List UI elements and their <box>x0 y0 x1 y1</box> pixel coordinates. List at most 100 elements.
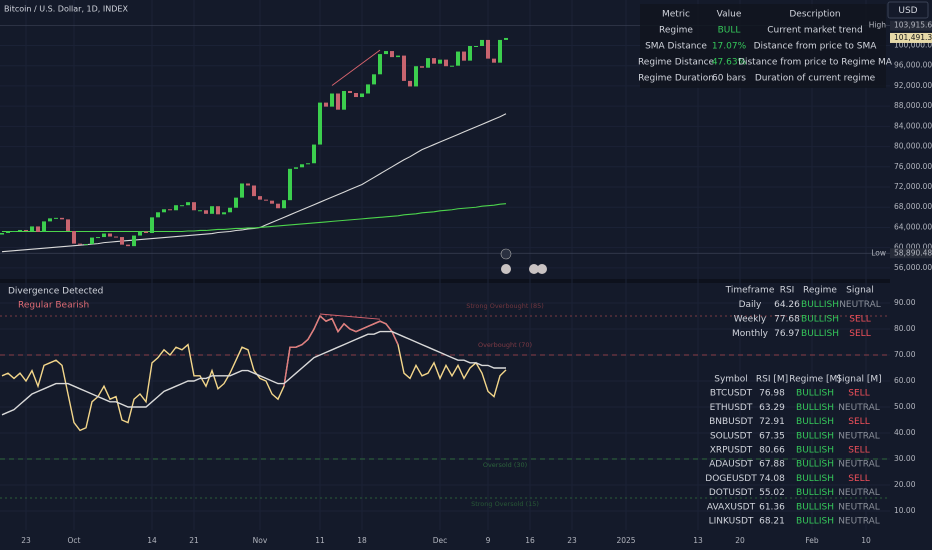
y-tick-label: 60,000.00 <box>894 243 932 252</box>
candle <box>336 93 340 110</box>
candle <box>144 231 148 234</box>
table-cell: ETHUSDT <box>710 403 753 413</box>
table-cell: BULLISH <box>796 431 834 441</box>
currency-box[interactable] <box>887 1 929 19</box>
table-cell: 67.35 <box>759 431 785 441</box>
y-tick-label: 84,000.00 <box>894 121 932 130</box>
table-header: Signal [M] <box>836 375 881 385</box>
table-cell: AVAXUSDT <box>707 502 756 512</box>
y-tick-label: 40.00 <box>894 428 916 437</box>
table-cell: SELL <box>848 389 869 399</box>
y-tick-label: 90.00 <box>894 298 916 307</box>
candle <box>0 233 4 235</box>
event-icon[interactable] <box>529 264 539 274</box>
divergence-line <box>331 49 381 86</box>
level-label: Oversold (30) <box>483 461 527 469</box>
candle <box>60 217 64 220</box>
table-cell: SELL <box>848 474 869 484</box>
table-header: Description <box>789 10 840 20</box>
candle <box>210 206 214 214</box>
y-tick-label: 70.00 <box>894 350 916 359</box>
candle <box>312 144 316 164</box>
table-cell: BULLISH <box>796 417 834 427</box>
metrics-table-bg <box>640 4 886 88</box>
x-tick-label: 20 <box>735 536 745 545</box>
candle <box>378 54 382 75</box>
y-tick-label: 80,000.00 <box>894 142 932 151</box>
table-cell: SELL <box>849 315 870 325</box>
y-tick-label: 20.00 <box>894 480 916 489</box>
table-cell: 63.29 <box>759 403 785 413</box>
high-label: High <box>869 21 886 30</box>
candle <box>120 237 124 245</box>
candle <box>138 231 142 236</box>
candle <box>330 93 334 107</box>
event-icon[interactable] <box>501 264 511 274</box>
table-cell: 47.63% <box>712 58 747 68</box>
y-tick-label: 92,000.00 <box>894 81 932 90</box>
candle <box>204 210 208 214</box>
candle <box>324 102 328 107</box>
y-tick-label: 76,000.00 <box>894 162 932 171</box>
table-cell: BULLISH <box>801 300 839 310</box>
table-cell: 72.91 <box>759 417 785 427</box>
table-cell: 76.98 <box>759 389 785 399</box>
table-cell: SELL <box>848 446 869 456</box>
candle <box>240 183 244 198</box>
level-label: Strong Oversold (15) <box>471 500 539 508</box>
candle <box>48 218 52 222</box>
table-cell: BULLISH <box>796 517 834 527</box>
table-cell: Current market trend <box>767 26 862 36</box>
candle <box>504 37 508 40</box>
table-cell: SELL <box>848 417 869 427</box>
table-header: RSI [M] <box>756 375 788 385</box>
x-tick-label: 23 <box>21 536 31 545</box>
candle <box>252 185 256 197</box>
candle <box>294 167 298 169</box>
candle <box>222 212 226 215</box>
table-cell: Daily <box>739 300 762 310</box>
candle <box>246 183 250 186</box>
candle <box>432 58 436 64</box>
candle <box>258 196 262 200</box>
candle <box>186 202 190 206</box>
table-cell: ADAUSDT <box>709 460 753 470</box>
table-cell: 55.02 <box>759 488 785 498</box>
y-tick-label: 56,000.00 <box>894 263 932 272</box>
candle <box>126 244 130 247</box>
table-cell: Weekly <box>734 315 767 325</box>
high-value: 103,915.63 <box>894 21 932 30</box>
x-tick-label: 11 <box>315 536 325 545</box>
table-cell: 74.08 <box>759 474 785 484</box>
table-header: Regime <box>803 286 837 296</box>
table-cell: LINKUSDT <box>709 517 754 527</box>
currency[interactable]: USD <box>898 6 917 16</box>
candle <box>414 66 418 87</box>
table-cell: 60 bars <box>712 74 746 84</box>
candle <box>156 212 160 218</box>
candle <box>270 200 274 204</box>
event-icon[interactable] <box>500 248 512 260</box>
y-tick-label: 10.00 <box>894 506 916 515</box>
table-cell: BULLISH <box>796 474 834 484</box>
candle <box>18 229 22 231</box>
candle <box>168 209 172 211</box>
x-tick-label: 18 <box>357 536 367 545</box>
candle <box>36 226 40 233</box>
table-cell: NEUTRAL <box>839 300 881 310</box>
last-price: 101,491.39 <box>894 33 932 42</box>
table-cell: BULLISH <box>796 502 834 512</box>
table-cell: NEUTRAL <box>838 488 880 498</box>
table-cell: SELL <box>849 329 870 339</box>
candle <box>114 236 118 238</box>
event-icon[interactable] <box>537 264 547 274</box>
x-tick-label: 16 <box>525 536 535 545</box>
table-cell: BNBUSDT <box>709 417 753 427</box>
candle <box>360 93 364 98</box>
table-cell: 68.21 <box>759 517 785 527</box>
candle <box>24 229 28 231</box>
y-tick-label: 60.00 <box>894 376 916 385</box>
table-cell: NEUTRAL <box>838 431 880 441</box>
y-tick-label: 68,000.00 <box>894 202 932 211</box>
